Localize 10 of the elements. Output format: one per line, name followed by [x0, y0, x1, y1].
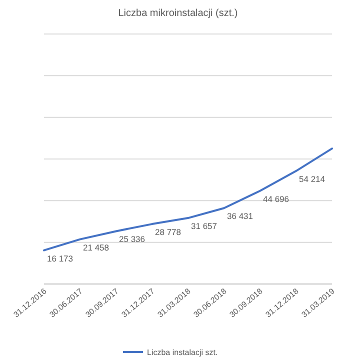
data-label: 54 214 — [299, 174, 326, 184]
data-label: 16 173 — [47, 253, 74, 264]
data-label: 31 657 — [191, 221, 218, 232]
data-label: 21 458 — [83, 242, 110, 252]
data-label: 28 778 — [155, 227, 182, 238]
legend-label: Liczba instalacji szt. — [147, 348, 218, 357]
chart-title: Liczba mikroinstalacji (szt.) — [118, 8, 238, 19]
data-label: 25 336 — [119, 234, 146, 244]
data-label: 44 696 — [263, 194, 290, 204]
data-label: 36 431 — [227, 211, 254, 222]
